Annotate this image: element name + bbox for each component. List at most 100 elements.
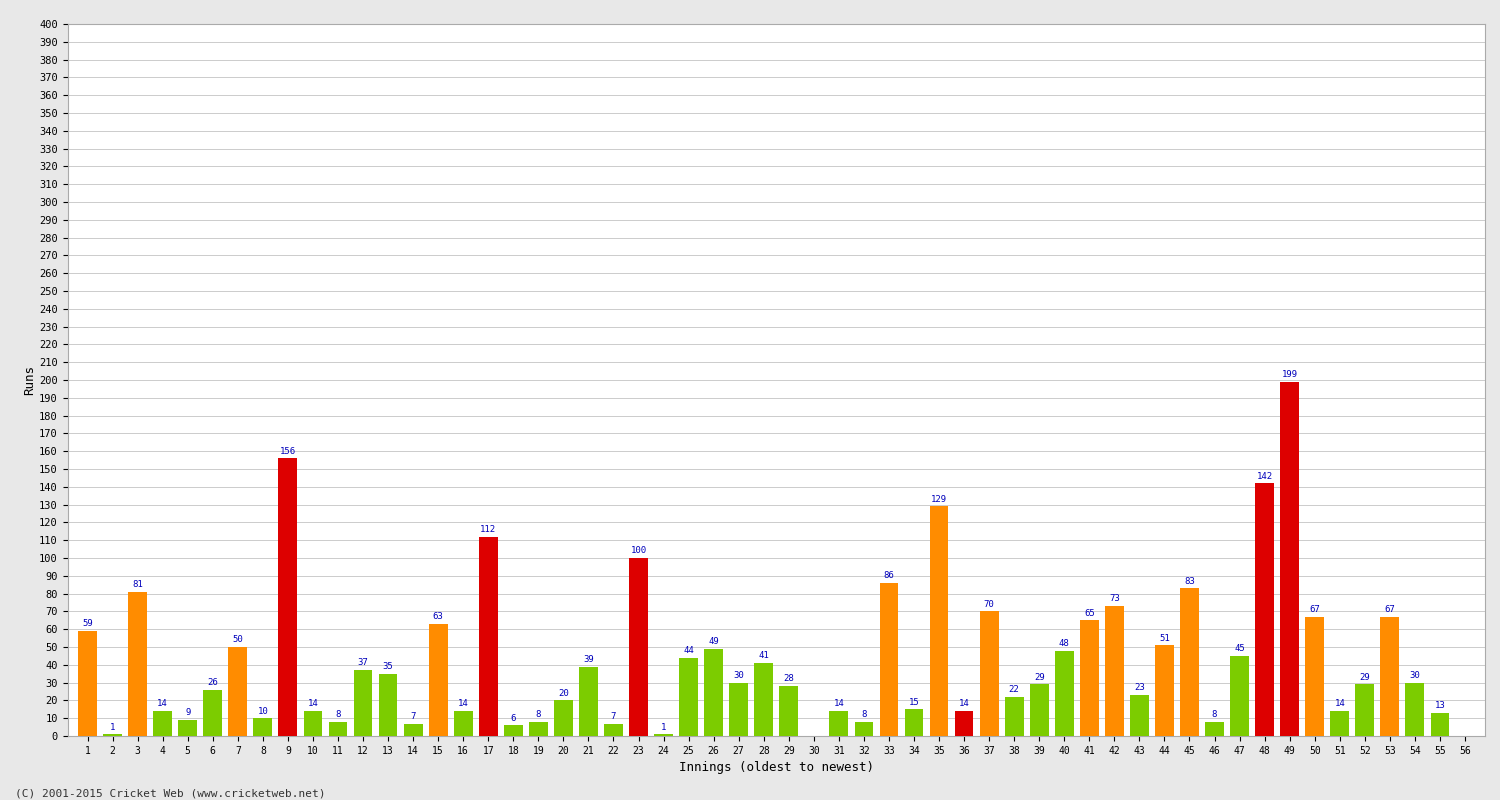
Text: 13: 13 [1434, 701, 1446, 710]
Text: 26: 26 [207, 678, 218, 687]
Text: 51: 51 [1160, 634, 1170, 642]
Text: 14: 14 [834, 699, 844, 709]
Bar [1406, 682, 1425, 736]
Text: 30: 30 [734, 671, 744, 680]
Bar [680, 658, 698, 736]
Text: 7: 7 [411, 712, 416, 721]
Bar [554, 701, 573, 736]
Bar [1281, 382, 1299, 736]
Bar [530, 722, 548, 736]
Bar [378, 674, 398, 736]
Bar [504, 726, 522, 736]
Text: 129: 129 [932, 494, 946, 504]
Bar [279, 458, 297, 736]
Text: 37: 37 [357, 658, 369, 667]
Text: 49: 49 [708, 637, 718, 646]
Text: 14: 14 [458, 699, 468, 709]
Bar [404, 723, 423, 736]
Text: 8: 8 [336, 710, 340, 719]
Text: 156: 156 [280, 446, 296, 456]
Text: 20: 20 [558, 689, 568, 698]
Text: 30: 30 [1410, 671, 1420, 680]
Y-axis label: Runs: Runs [24, 365, 36, 395]
Bar [1005, 697, 1023, 736]
Text: 1: 1 [662, 722, 666, 731]
Text: 65: 65 [1084, 609, 1095, 618]
Bar [429, 624, 447, 736]
Bar [78, 631, 98, 736]
Text: 14: 14 [158, 699, 168, 709]
Text: 50: 50 [232, 635, 243, 644]
Text: 41: 41 [759, 651, 770, 660]
Text: 22: 22 [1010, 685, 1020, 694]
Text: (C) 2001-2015 Cricket Web (www.cricketweb.net): (C) 2001-2015 Cricket Web (www.cricketwe… [15, 788, 326, 798]
Text: 23: 23 [1134, 683, 1144, 692]
Text: 14: 14 [1335, 699, 1346, 709]
Bar [178, 720, 196, 736]
Text: 70: 70 [984, 600, 994, 609]
Bar [729, 682, 748, 736]
Bar [454, 711, 472, 736]
Bar [1256, 483, 1274, 736]
Text: 8: 8 [536, 710, 542, 719]
Bar [354, 670, 372, 736]
Text: 59: 59 [82, 619, 93, 628]
Bar [478, 537, 498, 736]
Text: 10: 10 [258, 706, 268, 715]
Bar [204, 690, 222, 736]
Bar [1180, 588, 1198, 736]
Bar [104, 734, 122, 736]
Bar [1305, 617, 1324, 736]
Text: 100: 100 [630, 546, 646, 555]
Text: 6: 6 [510, 714, 516, 722]
Bar [228, 647, 248, 736]
Text: 15: 15 [909, 698, 920, 706]
Text: 29: 29 [1359, 673, 1370, 682]
Bar [780, 686, 798, 736]
Text: 73: 73 [1108, 594, 1119, 603]
Text: 81: 81 [132, 580, 142, 589]
Bar [1106, 606, 1124, 736]
Bar [1204, 722, 1224, 736]
Text: 28: 28 [783, 674, 794, 683]
Text: 63: 63 [433, 612, 444, 621]
Text: 45: 45 [1234, 644, 1245, 654]
Bar [830, 711, 849, 736]
Bar [604, 723, 622, 736]
Bar [1330, 711, 1348, 736]
Bar [128, 592, 147, 736]
Bar [930, 506, 948, 736]
Text: 7: 7 [610, 712, 616, 721]
Bar [254, 718, 272, 736]
Text: 8: 8 [1212, 710, 1216, 719]
Text: 39: 39 [584, 655, 594, 664]
Bar [704, 649, 723, 736]
X-axis label: Innings (oldest to newest): Innings (oldest to newest) [678, 762, 873, 774]
Bar [628, 558, 648, 736]
Text: 8: 8 [861, 710, 867, 719]
Bar [1130, 695, 1149, 736]
Text: 14: 14 [308, 699, 318, 709]
Text: 83: 83 [1184, 577, 1196, 586]
Text: 67: 67 [1384, 605, 1395, 614]
Bar [1030, 684, 1048, 736]
Bar [1431, 713, 1449, 736]
Text: 67: 67 [1310, 605, 1320, 614]
Text: 1: 1 [110, 722, 116, 731]
Bar [153, 711, 173, 736]
Bar [855, 722, 873, 736]
Bar [1080, 620, 1098, 736]
Bar [879, 583, 898, 736]
Bar [328, 722, 348, 736]
Bar [980, 611, 999, 736]
Bar [1356, 684, 1374, 736]
Bar [754, 663, 772, 736]
Text: 199: 199 [1281, 370, 1298, 379]
Text: 142: 142 [1257, 471, 1272, 481]
Text: 14: 14 [958, 699, 969, 709]
Text: 48: 48 [1059, 639, 1070, 648]
Text: 44: 44 [682, 646, 694, 655]
Bar [904, 710, 924, 736]
Bar [654, 734, 674, 736]
Text: 9: 9 [184, 708, 190, 718]
